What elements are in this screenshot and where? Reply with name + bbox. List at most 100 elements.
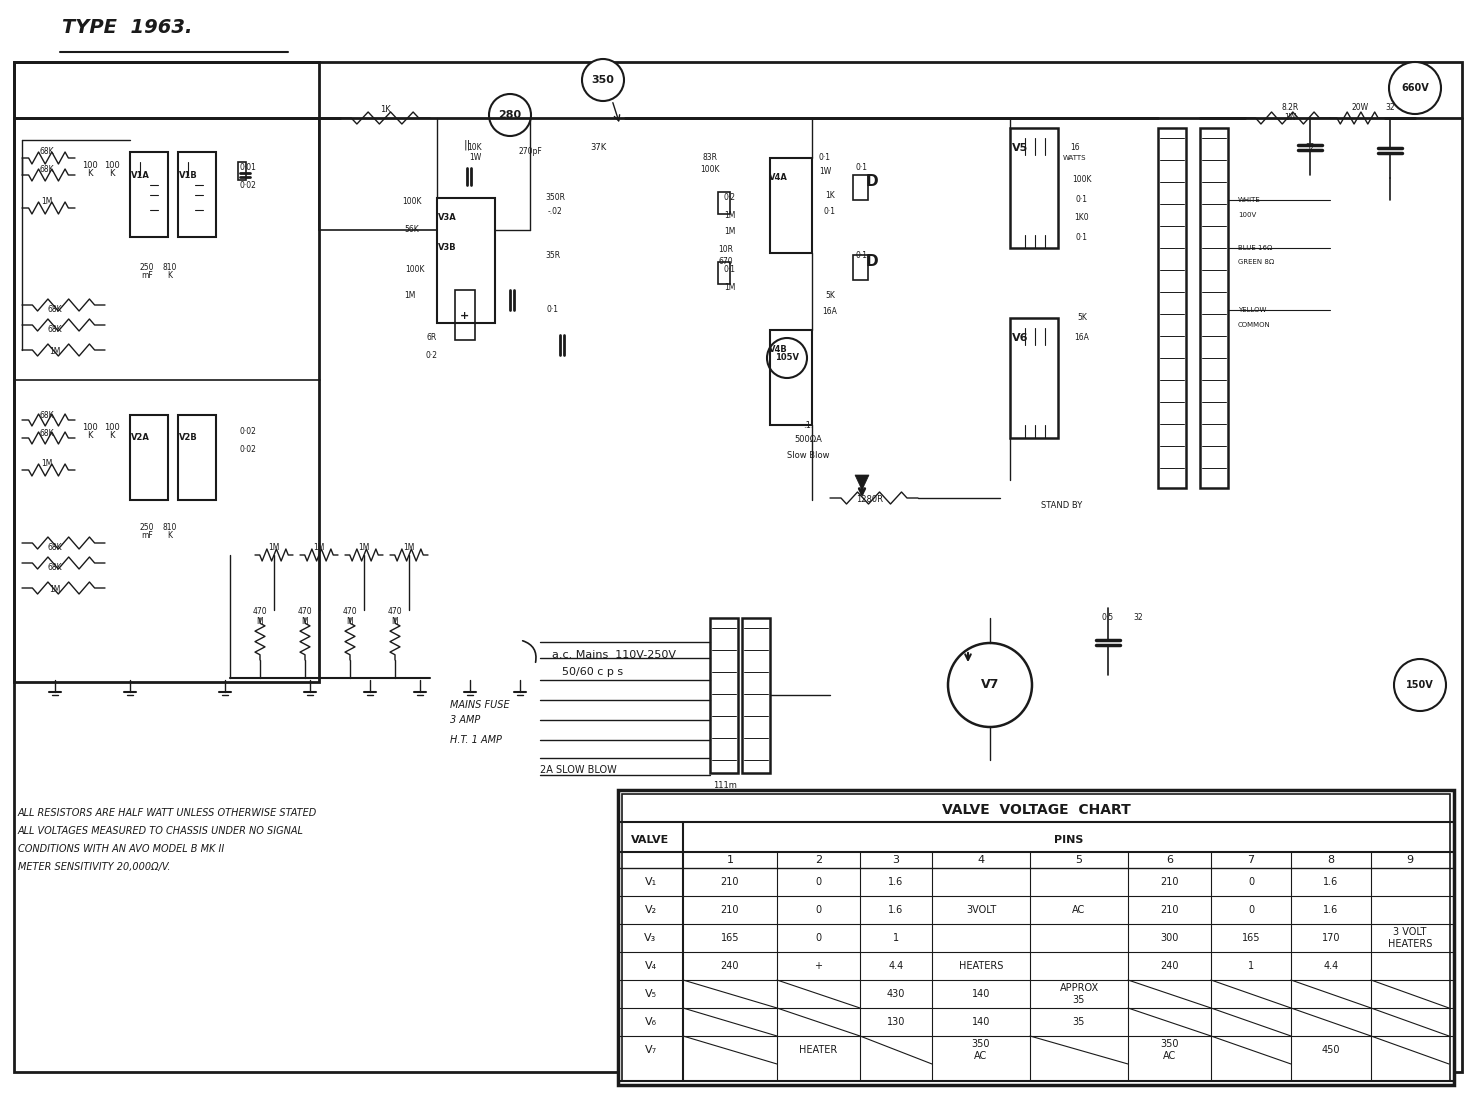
Text: 100K: 100K — [1072, 175, 1092, 184]
Text: 1.6: 1.6 — [889, 877, 904, 887]
Text: GREEN 8Ω: GREEN 8Ω — [1238, 259, 1274, 265]
Text: CONDITIONS WITH AN AVO MODEL B MK II: CONDITIONS WITH AN AVO MODEL B MK II — [18, 844, 224, 854]
Text: PINS: PINS — [1054, 835, 1083, 845]
Text: 4: 4 — [977, 855, 985, 865]
Text: 0: 0 — [815, 877, 821, 887]
Text: V₁: V₁ — [644, 877, 656, 887]
Text: 1W: 1W — [1284, 114, 1296, 122]
Text: 210: 210 — [1160, 904, 1179, 915]
Bar — [1159, 128, 1187, 488]
Bar — [710, 618, 738, 773]
Text: 0: 0 — [815, 904, 821, 915]
Text: 280: 280 — [498, 110, 522, 120]
Text: V₄: V₄ — [644, 961, 656, 971]
Text: M: M — [256, 618, 264, 627]
Text: 660V: 660V — [1402, 83, 1428, 93]
Circle shape — [766, 338, 806, 378]
Text: 35R: 35R — [545, 250, 560, 259]
Text: 16A: 16A — [1075, 333, 1089, 343]
Text: 3: 3 — [892, 855, 899, 865]
Text: 68K: 68K — [40, 428, 55, 438]
Text: WHITE: WHITE — [1238, 197, 1260, 203]
Text: 0·02: 0·02 — [240, 445, 256, 453]
Circle shape — [489, 94, 531, 136]
Bar — [618, 790, 1453, 1085]
Text: D: D — [865, 174, 879, 190]
Text: METER SENSITIVITY 20,000Ω/V.: METER SENSITIVITY 20,000Ω/V. — [18, 863, 171, 872]
Text: .1.: .1. — [803, 420, 814, 429]
Text: 0: 0 — [1248, 904, 1254, 915]
Text: 50/60 c p s: 50/60 c p s — [562, 667, 624, 677]
Bar — [769, 158, 812, 253]
Text: 0·1: 0·1 — [547, 306, 559, 314]
Text: 16A: 16A — [822, 308, 837, 317]
Text: AC: AC — [1073, 904, 1086, 915]
Text: 5K: 5K — [1077, 313, 1086, 322]
Bar — [455, 290, 475, 340]
Text: 670: 670 — [719, 257, 733, 267]
Polygon shape — [855, 475, 870, 490]
Text: 270pF: 270pF — [519, 148, 542, 157]
Text: 250: 250 — [140, 263, 155, 271]
Bar — [853, 255, 868, 280]
Text: 0·02: 0·02 — [240, 181, 256, 190]
Bar — [718, 263, 730, 283]
Text: ALL RESISTORS ARE HALF WATT UNLESS OTHERWISE STATED: ALL RESISTORS ARE HALF WATT UNLESS OTHER… — [18, 808, 317, 818]
Text: 130: 130 — [887, 1017, 905, 1027]
Text: 470: 470 — [388, 608, 402, 617]
Bar — [622, 794, 1450, 1081]
Bar — [1200, 128, 1228, 488]
Text: 68K: 68K — [47, 544, 62, 553]
Text: V₇: V₇ — [644, 1045, 656, 1054]
Text: 1W: 1W — [820, 168, 831, 176]
Text: 68K: 68K — [40, 410, 55, 419]
Text: 68K: 68K — [40, 148, 55, 157]
Text: 0·1: 0·1 — [820, 153, 831, 162]
Bar — [1010, 128, 1058, 248]
Text: V4A: V4A — [768, 173, 787, 182]
Text: 0·5: 0·5 — [1103, 613, 1114, 622]
Text: V4B: V4B — [768, 345, 787, 354]
Text: BLUE 16Ω: BLUE 16Ω — [1238, 245, 1272, 251]
Text: 1K0: 1K0 — [1075, 214, 1089, 223]
Text: 1M: 1M — [41, 460, 53, 469]
Circle shape — [1394, 658, 1446, 711]
Text: 100: 100 — [105, 161, 119, 170]
Text: 140: 140 — [971, 1017, 991, 1027]
Text: 105V: 105V — [775, 353, 799, 363]
Text: 450: 450 — [1322, 1045, 1340, 1054]
Text: 0·2: 0·2 — [724, 193, 736, 203]
Bar — [130, 415, 168, 500]
Text: 100: 100 — [105, 424, 119, 432]
Text: 7: 7 — [1247, 855, 1254, 865]
Text: 500ΩA: 500ΩA — [794, 436, 822, 445]
Text: 1: 1 — [1248, 961, 1254, 971]
Text: 350R: 350R — [545, 193, 565, 203]
Text: V3B: V3B — [438, 244, 457, 253]
Text: 2: 2 — [815, 855, 822, 865]
Text: 140: 140 — [971, 989, 991, 999]
Text: 32: 32 — [1134, 613, 1142, 622]
Text: 1: 1 — [727, 855, 734, 865]
Text: 1.6: 1.6 — [889, 904, 904, 915]
Text: 8: 8 — [1328, 855, 1334, 865]
Text: a.c. Mains  110V-250V: a.c. Mains 110V-250V — [551, 650, 677, 660]
Text: APPROX
35: APPROX 35 — [1060, 983, 1098, 1005]
Text: K: K — [87, 431, 93, 440]
Text: 300: 300 — [1160, 933, 1179, 943]
Text: 68K: 68K — [47, 325, 62, 334]
Text: ALL VOLTAGES MEASURED TO CHASSIS UNDER NO SIGNAL: ALL VOLTAGES MEASURED TO CHASSIS UNDER N… — [18, 826, 304, 836]
Circle shape — [582, 58, 624, 101]
Text: V1B: V1B — [178, 171, 198, 180]
Text: V6: V6 — [1011, 333, 1029, 343]
Text: V₆: V₆ — [644, 1017, 656, 1027]
Text: 0·1: 0·1 — [1076, 234, 1088, 243]
Text: 100: 100 — [83, 161, 97, 170]
Text: 240: 240 — [721, 961, 740, 971]
Text: V2B: V2B — [178, 433, 198, 442]
Text: K: K — [87, 169, 93, 178]
Text: 0·1: 0·1 — [856, 163, 868, 172]
Text: 470: 470 — [252, 608, 267, 617]
Text: 810: 810 — [162, 524, 177, 533]
Text: 165: 165 — [1241, 933, 1260, 943]
